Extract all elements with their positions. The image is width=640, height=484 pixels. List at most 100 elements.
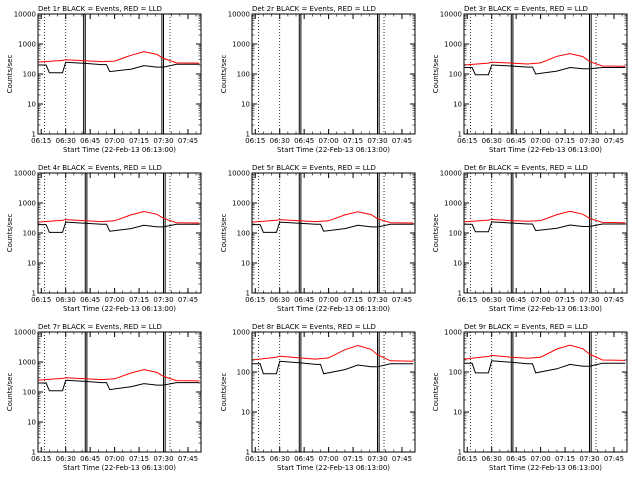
y-axis-label: Counts/sec: [6, 55, 14, 94]
y-tick-label: 1000: [18, 41, 36, 49]
x-tick-label: 07:15: [555, 137, 575, 145]
y-tick-label: 100: [449, 230, 462, 238]
chart-title: Det 2r BLACK = Events, RED = LLD: [252, 5, 376, 13]
x-tick-label: 06:45: [506, 296, 526, 304]
y-tick-label: 10: [27, 101, 36, 109]
events-series-line: [252, 221, 414, 233]
y-tick-label: 1: [32, 290, 36, 298]
x-tick-label: 07:45: [178, 296, 198, 304]
x-tick-label: 07:15: [343, 455, 363, 463]
y-tick-label: 10: [241, 409, 250, 417]
x-tick-label: 07:30: [579, 137, 599, 145]
events-series-line: [464, 360, 626, 374]
x-tick-label: 06:45: [506, 455, 526, 463]
plot-frame: [37, 13, 202, 135]
chart-title: Det 5r BLACK = Events, RED = LLD: [252, 164, 376, 172]
chart-panel: Det 8r BLACK = Events, RED = LLD 1 10 100 10…: [220, 323, 416, 472]
lld-series-line: [251, 344, 414, 362]
x-tick-label: 07:30: [579, 455, 599, 463]
y-tick-label: 10000: [14, 329, 36, 337]
y-tick-label: 100: [23, 389, 36, 397]
y-tick-label: 10: [241, 260, 250, 268]
x-tick-label: 06:30: [482, 296, 502, 304]
x-axis-label: Start Time (22-Feb-13 06:13:00): [489, 146, 602, 154]
lld-series-line: [463, 53, 626, 67]
events-series-line: [38, 221, 200, 233]
y-tick-label: 1: [458, 131, 462, 139]
chart-panel: Det 5r BLACK = Events, RED = LLD 1 10 100 10…: [220, 164, 416, 313]
y-axis-label: Counts/sec: [6, 373, 14, 412]
x-tick-label: 06:45: [294, 455, 314, 463]
y-tick-label: 1: [246, 449, 250, 457]
x-tick-label: 06:15: [245, 137, 265, 145]
x-tick-label: 06:15: [457, 296, 477, 304]
y-tick-label: 1000: [232, 200, 250, 208]
y-axis-label: Counts/sec: [432, 214, 440, 253]
x-tick-label: 07:45: [604, 137, 624, 145]
y-tick-label: 10: [453, 409, 462, 417]
y-tick-label: 1: [458, 449, 462, 457]
x-tick-label: 07:45: [178, 455, 198, 463]
plot-frame: [37, 172, 202, 294]
y-tick-label: 10: [453, 101, 462, 109]
plot-frame: [251, 331, 416, 453]
chart-panel: Det 4r BLACK = Events, RED = LLD 1 10 100 10…: [6, 164, 202, 313]
x-tick-label: 06:45: [80, 455, 100, 463]
lld-series-line: [37, 369, 200, 382]
y-tick-label: 10000: [228, 11, 250, 19]
y-tick-label: 1: [32, 449, 36, 457]
plot-frame: [37, 331, 202, 453]
events-series-line: [252, 360, 414, 375]
y-tick-label: 1000: [18, 200, 36, 208]
y-tick-label: 10: [27, 419, 36, 427]
lld-series-line: [463, 210, 626, 224]
y-axis-label: Counts/sec: [432, 55, 440, 94]
y-tick-label: 100: [237, 230, 250, 238]
x-tick-label: 06:15: [457, 455, 477, 463]
x-tick-label: 07:00: [531, 137, 551, 145]
x-tick-label: 07:15: [129, 137, 149, 145]
x-axis-label: Start Time (22-Feb-13 06:13:00): [63, 464, 176, 472]
x-tick-label: 07:45: [178, 137, 198, 145]
x-axis-label: Start Time (22-Feb-13 06:13:00): [489, 305, 602, 313]
y-tick-label: 100: [237, 71, 250, 79]
plot-frame: [251, 13, 416, 135]
y-tick-label: 10000: [440, 170, 462, 178]
chart-panel: Det 9r BLACK = Events, RED = LLD 1 10 100 10…: [432, 323, 628, 472]
x-tick-label: 07:00: [319, 296, 339, 304]
chart-title: Det 4r BLACK = Events, RED = LLD: [38, 164, 162, 172]
x-axis-label: Start Time (22-Feb-13 06:13:00): [277, 146, 390, 154]
x-tick-label: 07:30: [153, 137, 173, 145]
x-tick-label: 07:00: [105, 455, 125, 463]
x-tick-label: 07:00: [319, 137, 339, 145]
chart-panel: Det 3r BLACK = Events, RED = LLD 1 10 100 10…: [432, 5, 628, 154]
x-tick-label: 06:30: [482, 137, 502, 145]
y-tick-label: 100: [23, 230, 36, 238]
y-tick-label: 1000: [444, 41, 462, 49]
x-tick-label: 06:30: [56, 455, 76, 463]
x-tick-label: 06:45: [506, 137, 526, 145]
x-tick-label: 07:30: [367, 137, 387, 145]
x-tick-label: 06:30: [270, 137, 290, 145]
y-tick-label: 1: [246, 131, 250, 139]
y-tick-label: 1: [32, 131, 36, 139]
y-tick-label: 10000: [228, 170, 250, 178]
x-tick-label: 07:15: [555, 455, 575, 463]
lld-series-line: [37, 51, 200, 64]
x-tick-label: 07:45: [604, 455, 624, 463]
plot-frame: [463, 331, 628, 453]
x-tick-label: 07:00: [531, 455, 551, 463]
chart-panel: Det 1r BLACK = Events, RED = LLD 1 10 100 10…: [6, 5, 202, 154]
events-series-line: [464, 64, 626, 76]
x-tick-label: 07:15: [129, 296, 149, 304]
x-tick-label: 07:45: [392, 137, 412, 145]
y-axis-label: Counts/sec: [220, 55, 228, 94]
x-tick-label: 07:30: [579, 296, 599, 304]
x-axis-label: Start Time (22-Feb-13 06:13:00): [63, 305, 176, 313]
plot-frame: [463, 172, 628, 294]
x-axis-label: Start Time (22-Feb-13 06:13:00): [277, 464, 390, 472]
x-tick-label: 07:15: [343, 296, 363, 304]
x-tick-label: 06:45: [80, 137, 100, 145]
x-tick-label: 06:15: [245, 296, 265, 304]
chart-panel: Det 7r BLACK = Events, RED = LLD 1 10 100 10…: [6, 323, 202, 472]
